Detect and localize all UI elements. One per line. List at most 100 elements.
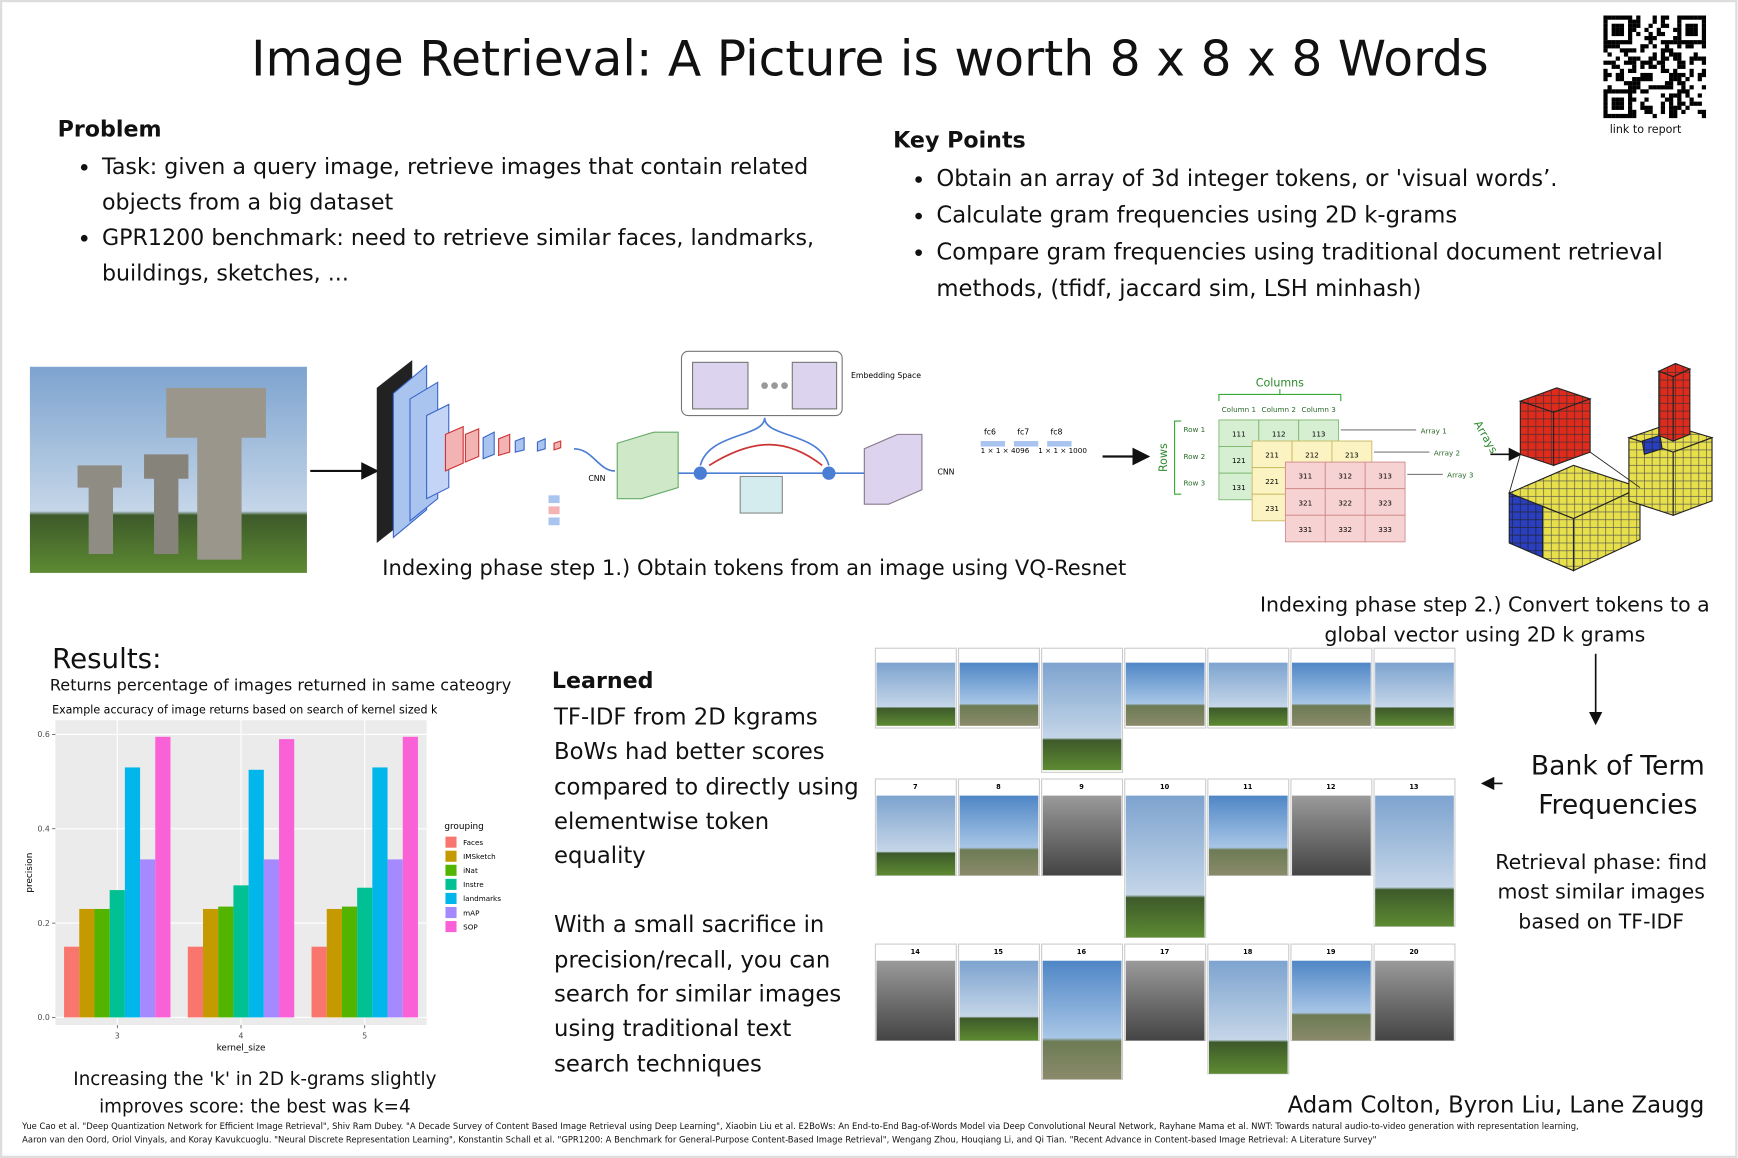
token-value: 113	[1312, 430, 1326, 439]
table-label: Arrays	[1471, 418, 1500, 456]
token-cell	[1324, 488, 1366, 516]
token-cell	[1364, 514, 1406, 543]
result-id: 13	[1409, 783, 1419, 791]
y-axis-title: precision	[25, 853, 35, 893]
y-tick-label: 0.0	[38, 1013, 50, 1022]
diagram-label: Embedding Space	[851, 371, 921, 380]
reference: Yue Cao et al. "Deep Quantization Networ…	[22, 1121, 1579, 1132]
result-image	[876, 795, 956, 876]
learned-paragraph: With a small sacrifice in precision/reca…	[554, 911, 842, 1077]
token-value: 231	[1265, 504, 1279, 513]
row-label: Row 3	[1183, 478, 1205, 487]
token-value: 321	[1298, 498, 1312, 507]
bar	[203, 908, 219, 1018]
token-value: 323	[1378, 498, 1392, 507]
y-tick-label: 0.2	[38, 919, 50, 928]
result-image	[1042, 662, 1122, 771]
token-value: 312	[1338, 472, 1352, 481]
results-chart: Example accuracy of image returns based …	[25, 704, 501, 1054]
key-points-list: Obtain an array of 3d integer tokens, or…	[912, 161, 1734, 307]
diagram-label: fc8	[1050, 427, 1062, 436]
token-value: 313	[1378, 472, 1392, 481]
results-heading: Results:	[52, 642, 162, 675]
vq-resnet-diagram	[376, 350, 1072, 543]
legend-label: Faces	[463, 838, 483, 847]
column-label: Column 3	[1301, 405, 1335, 414]
result-id: 17	[1160, 948, 1170, 956]
y-tick-label: 0.4	[38, 825, 50, 834]
bar	[248, 769, 264, 1018]
qr-code[interactable]	[1603, 15, 1707, 119]
poster-title: Image Retrieval: A Picture is worth 8 x …	[251, 31, 1489, 88]
token-table: Columns Column 1 Column 2 Column 3 Row 1 Row …	[1157, 377, 1500, 543]
bullet: Obtain an array of 3d integer tokens, or…	[936, 161, 1734, 198]
result-image	[1375, 960, 1454, 1041]
row-label: Row 2	[1183, 452, 1205, 461]
legend-label: IMSketch	[463, 852, 496, 861]
result-image	[959, 662, 1039, 726]
column-label: Column 2	[1262, 405, 1296, 414]
bullet: Compare gram frequencies using tradition…	[936, 234, 1734, 307]
result-image	[1042, 795, 1122, 876]
legend-swatch	[445, 836, 457, 848]
bar	[233, 885, 249, 1018]
result-image	[1375, 662, 1454, 726]
legend-swatch	[445, 864, 457, 876]
column-label: Column 1	[1222, 405, 1256, 414]
array-label: Array 3	[1447, 471, 1473, 480]
legend-swatch	[445, 906, 457, 919]
bar	[79, 908, 95, 1018]
token-value: 212	[1305, 451, 1319, 460]
bar	[341, 906, 358, 1018]
result-image	[876, 960, 956, 1041]
result-id: 12	[1326, 783, 1336, 791]
array-label: Array 1	[1421, 426, 1447, 435]
diagram-label: fc6	[984, 427, 996, 436]
token-cell	[1324, 514, 1366, 543]
x-tick-label: 3	[115, 1031, 120, 1040]
legend-swatch	[445, 892, 457, 904]
diagram-label: 1 × 1 × 4096	[981, 446, 1030, 455]
result-image	[1375, 795, 1454, 927]
token-value: 333	[1378, 525, 1392, 534]
token-value: 121	[1232, 456, 1246, 465]
chart-title: Example accuracy of image returns based …	[52, 704, 438, 717]
token-cell	[1284, 461, 1326, 490]
learned-paragraph: TF-IDF from 2D kgrams BoWs had better sc…	[554, 703, 859, 869]
diagram-label: 1 × 1 × 1000	[1038, 446, 1087, 455]
bar	[140, 859, 156, 1018]
table-label: Rows	[1157, 443, 1170, 472]
x-tick-label: 5	[362, 1031, 367, 1040]
references: Yue Cao et al. "Deep Quantization Networ…	[22, 1120, 1579, 1147]
legend-label: iNat	[463, 866, 478, 875]
result-image	[1208, 960, 1288, 1074]
result-id: 7	[913, 783, 918, 791]
table-label: Columns	[1256, 377, 1304, 390]
row-label: Row 1	[1183, 425, 1205, 434]
x-tick-label: 4	[239, 1031, 244, 1040]
bullet: GPR1200 benchmark: need to retrieve simi…	[102, 219, 856, 290]
bar	[263, 859, 280, 1018]
chart-caption: Increasing the 'k' in 2D k-grams slightl…	[73, 1068, 437, 1117]
result-image	[959, 960, 1039, 1041]
result-image	[1208, 662, 1288, 726]
authors: Adam Colton, Byron Liu, Lane Zaugg	[1287, 1091, 1705, 1119]
result-id: 18	[1243, 948, 1253, 956]
bar	[311, 946, 327, 1018]
token-cubes	[1507, 362, 1714, 572]
legend-swatch	[445, 921, 457, 933]
result-image	[1042, 960, 1122, 1080]
bar	[357, 887, 373, 1018]
bank-label: Bank of Term Frequencies	[1530, 750, 1705, 820]
token-value: 332	[1338, 525, 1352, 534]
token-cell	[1324, 461, 1366, 490]
legend-label: Instre	[463, 880, 484, 889]
bar	[64, 946, 80, 1018]
bar	[94, 908, 110, 1018]
results-subtitle: Returns percentage of images returned in…	[49, 677, 512, 695]
result-image	[1292, 960, 1371, 1041]
diagram-label: CNN	[937, 467, 954, 476]
bar	[109, 890, 125, 1018]
